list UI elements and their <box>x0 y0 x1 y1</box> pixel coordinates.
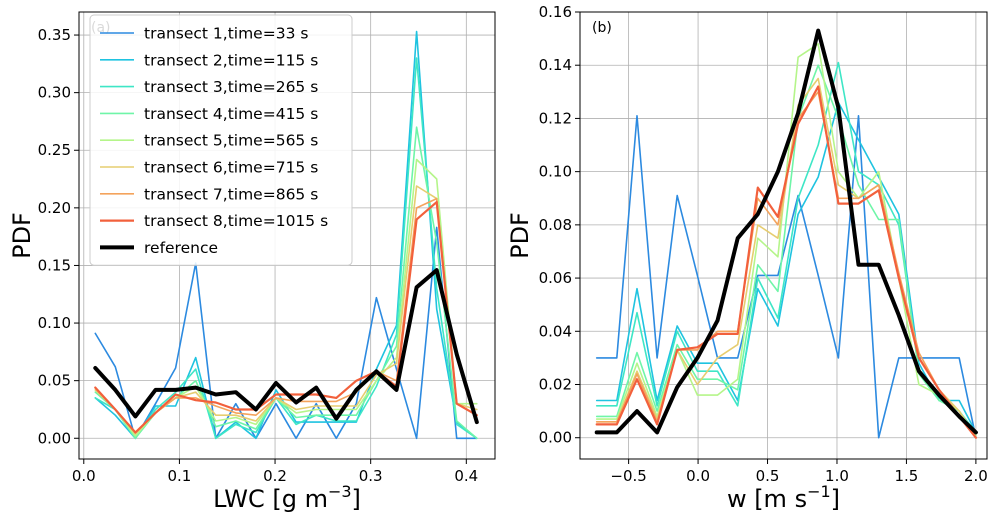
y-tick-label: 0.35 <box>38 26 71 44</box>
x-tick-label: 0.3 <box>359 467 383 485</box>
legend-box <box>89 14 353 266</box>
x-tick-label: 0.2 <box>263 467 287 485</box>
series-line-9 <box>594 28 978 435</box>
panel-b: −0.5 0.0 0.5 1.0 1.5 2.0 0.00 0.02 0.04 0.06 0.08 0… <box>506 3 988 513</box>
series-line-9 <box>93 268 479 425</box>
y-tick-label: 0.14 <box>539 56 572 74</box>
legend-label: transect 5,time=565 s <box>144 132 318 150</box>
legend-entry: reference <box>100 239 218 257</box>
legend-label: transect 4,time=415 s <box>144 105 318 123</box>
legend-entry: transect 2,time=115 s <box>100 51 318 69</box>
legend-label: transect 8,time=1015 s <box>144 212 328 230</box>
y-tick-label: 0.06 <box>539 269 572 287</box>
legend-entry: transect 3,time=265 s <box>100 78 318 96</box>
y-tick-label: 0.05 <box>38 372 71 390</box>
legend-entry: transect 5,time=565 s <box>100 132 318 150</box>
y-tick-label: 0.08 <box>539 216 572 234</box>
x-tick-label: 0.1 <box>167 467 191 485</box>
legend-entry: transect 4,time=415 s <box>100 105 318 123</box>
series-line-1 <box>94 226 478 440</box>
x-axis-label: LWC [g m−3] <box>213 482 361 513</box>
plot-frame <box>78 11 496 460</box>
x-tick-label: 0.4 <box>454 467 478 485</box>
panel-label: (b) <box>592 20 612 36</box>
legend-label: transect 2,time=115 s <box>144 51 318 69</box>
y-tick-label: 0.25 <box>38 141 71 159</box>
y-tick-label: 0.00 <box>539 429 572 447</box>
legend-entry: transect 1,time=33 s <box>100 25 308 43</box>
x-axis-label: w [m s−1] <box>727 482 840 513</box>
x-tick-label: 0.0 <box>686 467 710 485</box>
y-tick-label: 0.12 <box>539 109 572 127</box>
y-tick-label: 0.16 <box>539 3 572 21</box>
x-tick-label: −0.5 <box>610 467 646 485</box>
legend-entry: transect 7,time=865 s <box>100 185 318 203</box>
y-tick-label: 0.30 <box>38 84 71 102</box>
y-tick-label: 0.00 <box>38 429 71 447</box>
x-tick-label: 2.0 <box>964 467 988 485</box>
legend-label: reference <box>144 239 218 257</box>
plot-frame <box>579 11 988 460</box>
y-tick-label: 0.04 <box>539 322 572 340</box>
legend-label: transect 3,time=265 s <box>144 78 318 96</box>
y-axis-label: PDF <box>8 212 36 259</box>
legend-label: transect 6,time=715 s <box>144 159 318 177</box>
legend: transect 1,time=33 s transect 2,time=115 … <box>89 14 353 266</box>
series-line-3 <box>94 57 478 440</box>
x-tick-label: 1.5 <box>895 467 919 485</box>
x-tick-label: 1.0 <box>825 467 849 485</box>
x-tick-label: 0.0 <box>72 467 96 485</box>
legend-label: transect 7,time=865 s <box>144 185 318 203</box>
legend-entry: transect 6,time=715 s <box>100 159 318 177</box>
legend-entry: transect 8,time=1015 s <box>100 212 328 230</box>
panel-a: 0.0 0.1 0.2 0.3 0.4 0.00 0.05 0.10 0.15 0.20 0.25 0… <box>8 11 496 513</box>
y-tick-label: 0.20 <box>38 199 71 217</box>
y-axis-label: PDF <box>506 212 534 259</box>
y-tick-label: 0.15 <box>38 256 71 274</box>
series-line-8 <box>595 85 978 439</box>
y-tick-label: 0.02 <box>539 376 572 394</box>
y-tick-label: 0.10 <box>539 163 572 181</box>
legend-label: transect 1,time=33 s <box>144 25 308 43</box>
y-tick-label: 0.10 <box>38 314 71 332</box>
x-tick-label: 0.5 <box>756 467 780 485</box>
